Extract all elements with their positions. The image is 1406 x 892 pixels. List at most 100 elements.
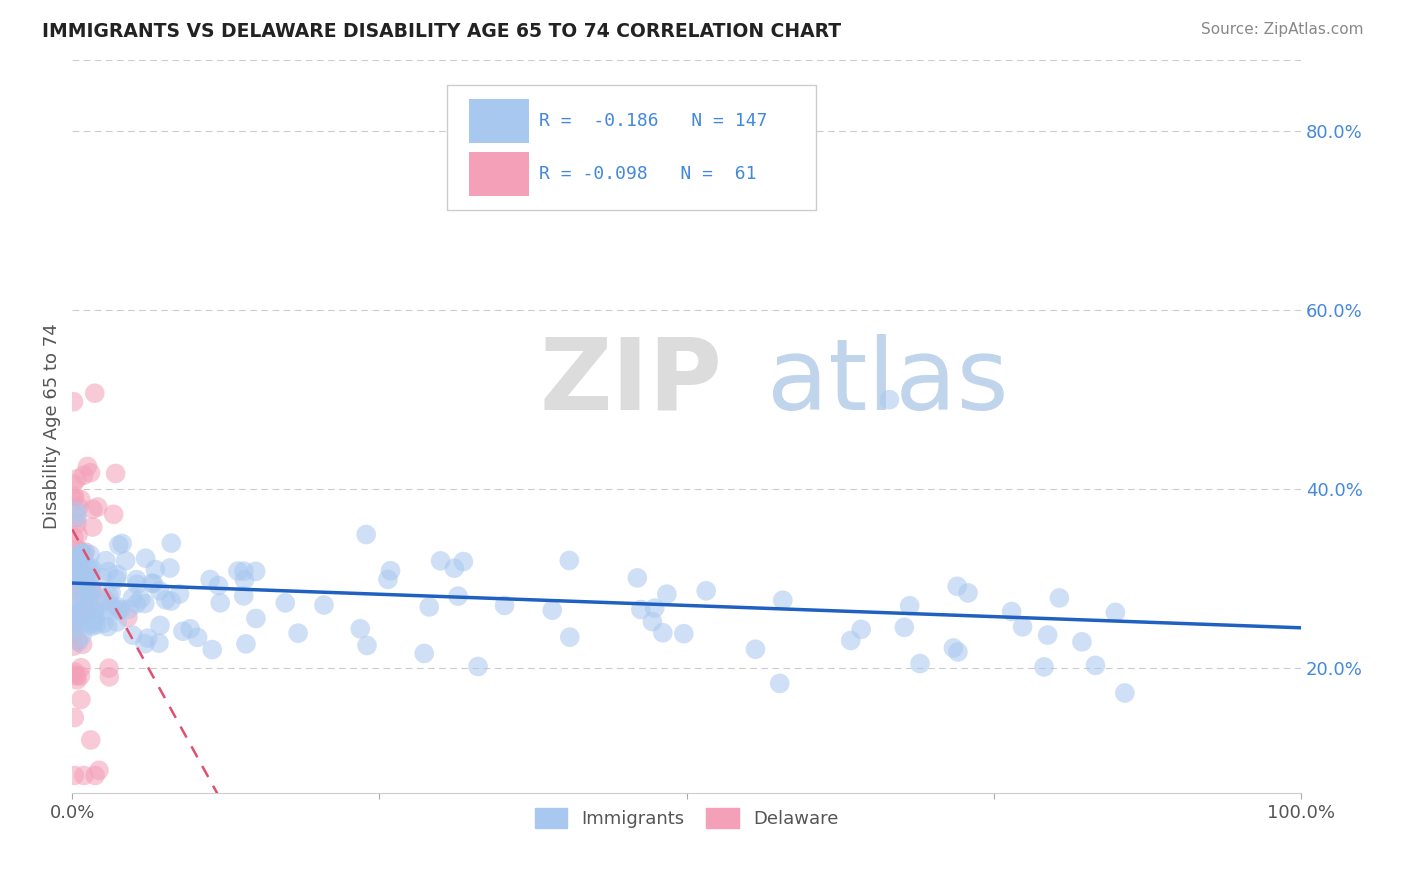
- Point: [67, 635, 90, 649]
- Point: [209, 596, 232, 610]
- Point: [312, 598, 335, 612]
- Point: [70, 546, 93, 560]
- Text: atlas: atlas: [766, 334, 1008, 431]
- Point: [76, 585, 98, 599]
- Point: [641, 615, 664, 629]
- Point: [69, 552, 91, 566]
- Point: [135, 551, 157, 566]
- Point: [63, 531, 86, 545]
- Point: [148, 636, 170, 650]
- Point: [443, 561, 465, 575]
- Point: [89, 606, 111, 620]
- Point: [63, 668, 86, 682]
- Point: [105, 572, 128, 586]
- Point: [187, 631, 209, 645]
- Point: [63, 665, 86, 679]
- Point: [232, 564, 254, 578]
- Point: [418, 599, 440, 614]
- FancyBboxPatch shape: [447, 86, 815, 210]
- Point: [82, 583, 104, 598]
- Point: [80, 733, 103, 747]
- Point: [172, 624, 194, 639]
- Point: [69, 552, 91, 566]
- Point: [143, 562, 166, 576]
- Point: [82, 520, 104, 534]
- Point: [76, 614, 98, 628]
- Point: [66, 572, 89, 586]
- Point: [69, 562, 91, 576]
- Point: [413, 647, 436, 661]
- Point: [245, 565, 267, 579]
- Point: [66, 673, 89, 687]
- Point: [103, 508, 125, 522]
- Text: IMMIGRANTS VS DELAWARE DISABILITY AGE 65 TO 74 CORRELATION CHART: IMMIGRANTS VS DELAWARE DISABILITY AGE 65…: [42, 22, 841, 41]
- Point: [232, 589, 254, 603]
- Point: [274, 596, 297, 610]
- Point: [67, 555, 90, 569]
- Point: [1001, 605, 1024, 619]
- Point: [100, 599, 122, 613]
- Point: [66, 510, 89, 524]
- Point: [93, 616, 115, 631]
- Point: [62, 491, 84, 506]
- Point: [111, 536, 134, 550]
- Point: [946, 645, 969, 659]
- Text: Source: ZipAtlas.com: Source: ZipAtlas.com: [1201, 22, 1364, 37]
- Point: [67, 566, 90, 580]
- Point: [73, 768, 96, 782]
- Point: [377, 572, 399, 586]
- Point: [1036, 628, 1059, 642]
- Point: [879, 392, 901, 407]
- Point: [98, 670, 121, 684]
- Point: [65, 606, 87, 620]
- Point: [772, 593, 794, 607]
- Point: [541, 603, 564, 617]
- Point: [942, 640, 965, 655]
- Point: [97, 620, 120, 634]
- Point: [380, 564, 402, 578]
- Point: [83, 615, 105, 629]
- Text: R = -0.098   N =  61: R = -0.098 N = 61: [540, 165, 756, 183]
- Point: [141, 576, 163, 591]
- Point: [1104, 606, 1126, 620]
- Point: [72, 591, 94, 605]
- Point: [79, 583, 101, 598]
- Point: [80, 561, 103, 575]
- Point: [65, 566, 87, 581]
- Point: [134, 597, 156, 611]
- Point: [69, 544, 91, 558]
- Point: [97, 661, 120, 675]
- Point: [62, 614, 84, 628]
- Point: [69, 669, 91, 683]
- Point: [121, 628, 143, 642]
- Point: [79, 466, 101, 480]
- Point: [136, 631, 159, 645]
- Point: [72, 550, 94, 565]
- Point: [63, 549, 86, 563]
- Point: [429, 554, 451, 568]
- Point: [83, 386, 105, 401]
- Point: [494, 599, 516, 613]
- Point: [160, 536, 183, 550]
- Point: [1011, 620, 1033, 634]
- Point: [79, 602, 101, 616]
- Point: [839, 633, 862, 648]
- Point: [1084, 658, 1107, 673]
- Point: [104, 467, 127, 481]
- Point: [73, 602, 96, 616]
- Point: [69, 603, 91, 617]
- Point: [1114, 686, 1136, 700]
- Point: [287, 626, 309, 640]
- Point: [65, 510, 87, 524]
- Point: [87, 764, 110, 778]
- Point: [94, 554, 117, 568]
- Text: ZIP: ZIP: [540, 334, 723, 431]
- Point: [79, 548, 101, 562]
- Point: [76, 571, 98, 585]
- Point: [626, 571, 648, 585]
- Point: [447, 589, 470, 603]
- Point: [62, 620, 84, 634]
- Point: [62, 476, 84, 491]
- Point: [149, 583, 172, 598]
- Point: [75, 545, 97, 559]
